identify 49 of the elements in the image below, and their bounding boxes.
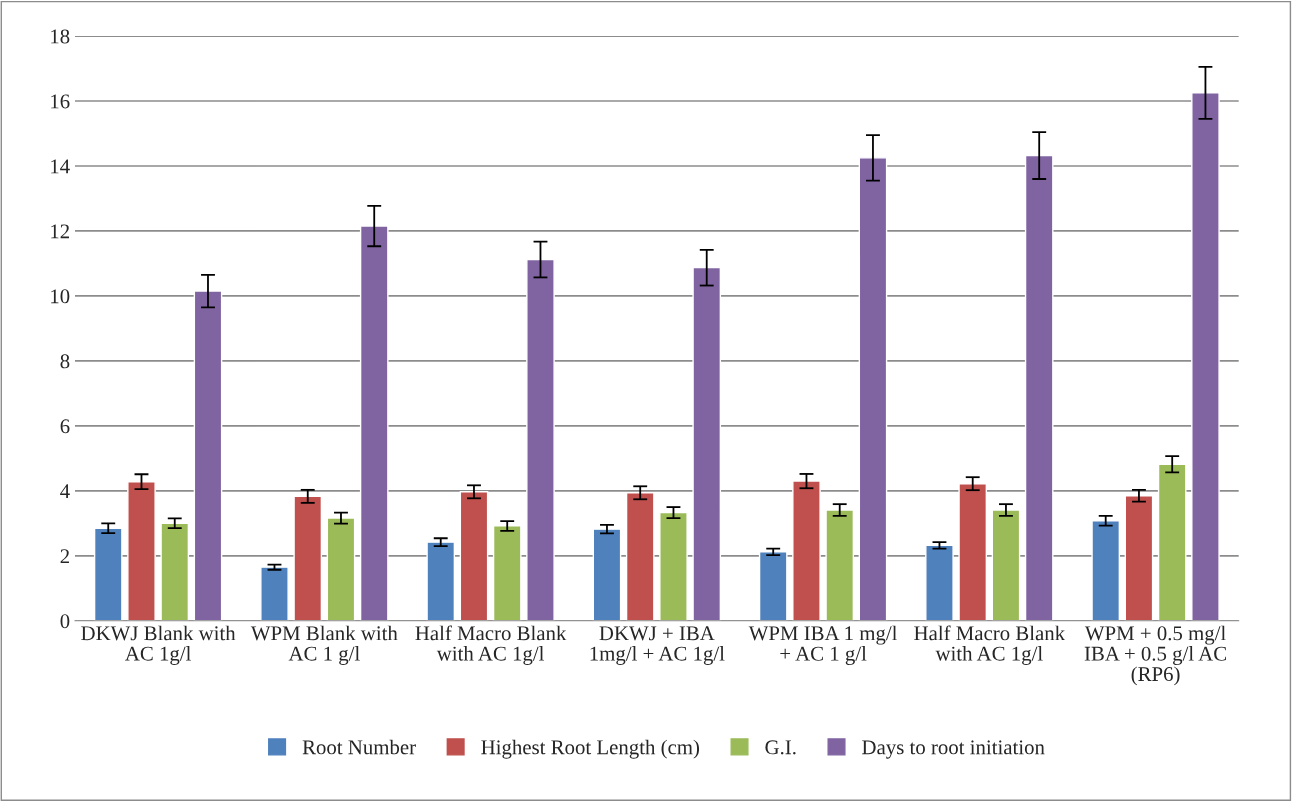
bar bbox=[1157, 463, 1187, 621]
bar bbox=[692, 266, 722, 621]
bar bbox=[1091, 520, 1121, 621]
legend-label: G.I. bbox=[765, 740, 796, 755]
legend-label: Root Number bbox=[302, 739, 416, 755]
y-tick-label: 6 bbox=[60, 419, 70, 434]
x-tick-label: WPM IBA 1 mg/l + AC 1 g/l bbox=[748, 625, 898, 665]
x-tick-label: Half Macro Blank with AC 1g/l bbox=[415, 625, 567, 665]
x-tick-label: WPM Blank with AC 1 g/l bbox=[250, 625, 398, 665]
bar bbox=[925, 544, 954, 621]
bar bbox=[625, 492, 655, 621]
x-tick-label: DKWJ Blank with AC 1g/l bbox=[81, 625, 236, 665]
bar bbox=[592, 528, 622, 621]
legend-label: Days to root initiation bbox=[862, 740, 1045, 759]
bar bbox=[260, 566, 289, 621]
bar bbox=[93, 527, 123, 621]
bar bbox=[958, 482, 988, 621]
bar bbox=[1024, 154, 1054, 621]
bar bbox=[659, 511, 688, 621]
y-tick-label: 18 bbox=[51, 29, 70, 44]
bar bbox=[459, 491, 489, 621]
x-tick-label: Half Macro Blank with AC 1g/l bbox=[914, 625, 1066, 665]
bar bbox=[1124, 495, 1154, 621]
y-tick-label: 8 bbox=[60, 354, 70, 369]
bar bbox=[326, 517, 356, 621]
bar bbox=[492, 525, 522, 621]
y-tick-label: 12 bbox=[51, 224, 69, 239]
y-tick-label: 4 bbox=[60, 484, 70, 499]
bar bbox=[426, 541, 456, 621]
bar bbox=[991, 509, 1021, 621]
bar bbox=[1191, 92, 1220, 621]
bar bbox=[825, 509, 855, 621]
bar bbox=[160, 522, 190, 621]
bar bbox=[526, 258, 555, 621]
y-tick-label: 10 bbox=[51, 289, 70, 304]
y-tick-label: 14 bbox=[51, 159, 70, 174]
bar bbox=[758, 551, 788, 621]
legend-label: Highest Root Length (cm) bbox=[481, 739, 700, 759]
bar bbox=[127, 481, 156, 621]
y-tick-label: 2 bbox=[60, 549, 69, 564]
bar bbox=[858, 157, 888, 621]
x-tick-label: DKWJ + IBA 1mg/l + AC 1g/l bbox=[590, 626, 725, 665]
x-tick-label: WPM + 0.5 mg/l IBA + 0.5 g/l AC (RP6) bbox=[1084, 625, 1226, 686]
bar bbox=[792, 480, 821, 621]
bar bbox=[293, 495, 323, 621]
bar bbox=[193, 290, 223, 621]
y-tick-label: 16 bbox=[51, 94, 70, 109]
bar bbox=[359, 225, 389, 621]
y-tick-label: 0 bbox=[60, 614, 70, 629]
